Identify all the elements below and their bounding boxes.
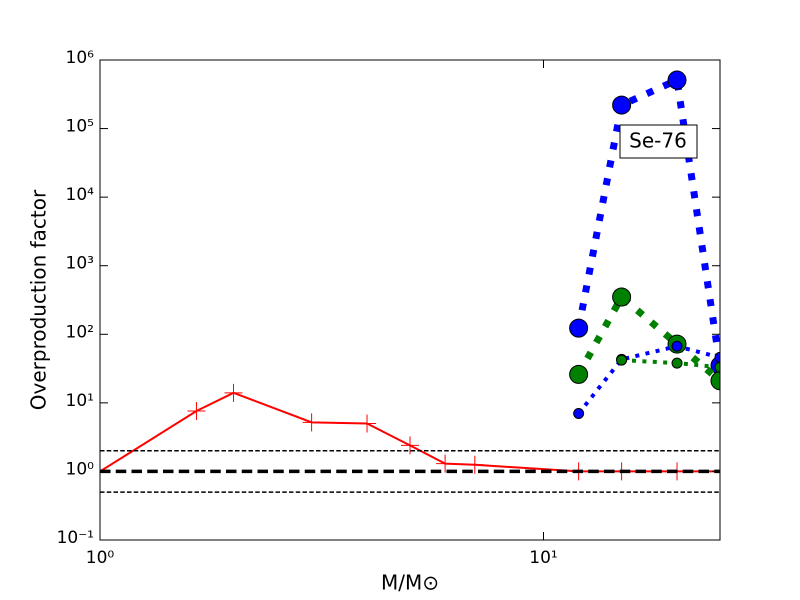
marker <box>302 413 321 432</box>
marker <box>187 402 206 421</box>
marker <box>671 357 683 369</box>
marker <box>358 414 377 433</box>
marker <box>616 354 628 366</box>
marker <box>714 361 720 373</box>
y-tick-label: 10³ <box>66 254 94 274</box>
y-tick-label: 10⁵ <box>66 117 94 137</box>
y-tick-label: 10⁶ <box>66 48 95 68</box>
marker <box>569 318 589 338</box>
y-tick-label: 10⁴ <box>66 185 95 205</box>
marker <box>667 70 687 90</box>
series-line <box>577 344 720 415</box>
marker <box>569 364 589 384</box>
marker <box>612 287 632 307</box>
y-tick-label: 10¹ <box>66 391 94 411</box>
axes-frame <box>99 59 721 541</box>
annotation-box <box>619 124 698 159</box>
y-tick-label: 10⁻¹ <box>57 528 94 548</box>
y-tick-label: 10² <box>66 322 94 342</box>
annotation: Se-76 <box>629 129 687 153</box>
series-line <box>100 391 720 473</box>
x-tick-label: 10⁰ <box>86 548 115 568</box>
y-axis-label: Overproduction factor <box>27 189 51 410</box>
x-tick-label: 10¹ <box>529 548 557 568</box>
marker <box>573 407 585 419</box>
marker <box>671 340 683 352</box>
marker <box>710 371 720 391</box>
marker <box>224 383 243 402</box>
plot-area <box>100 70 720 493</box>
marker <box>401 436 419 455</box>
y-tick-label: 10⁰ <box>66 459 95 479</box>
marker <box>612 95 632 115</box>
x-axis-label: M/M⊙ <box>381 571 439 595</box>
marker <box>436 454 455 473</box>
marker <box>714 351 720 363</box>
marker <box>465 455 484 474</box>
series-line <box>575 74 720 367</box>
